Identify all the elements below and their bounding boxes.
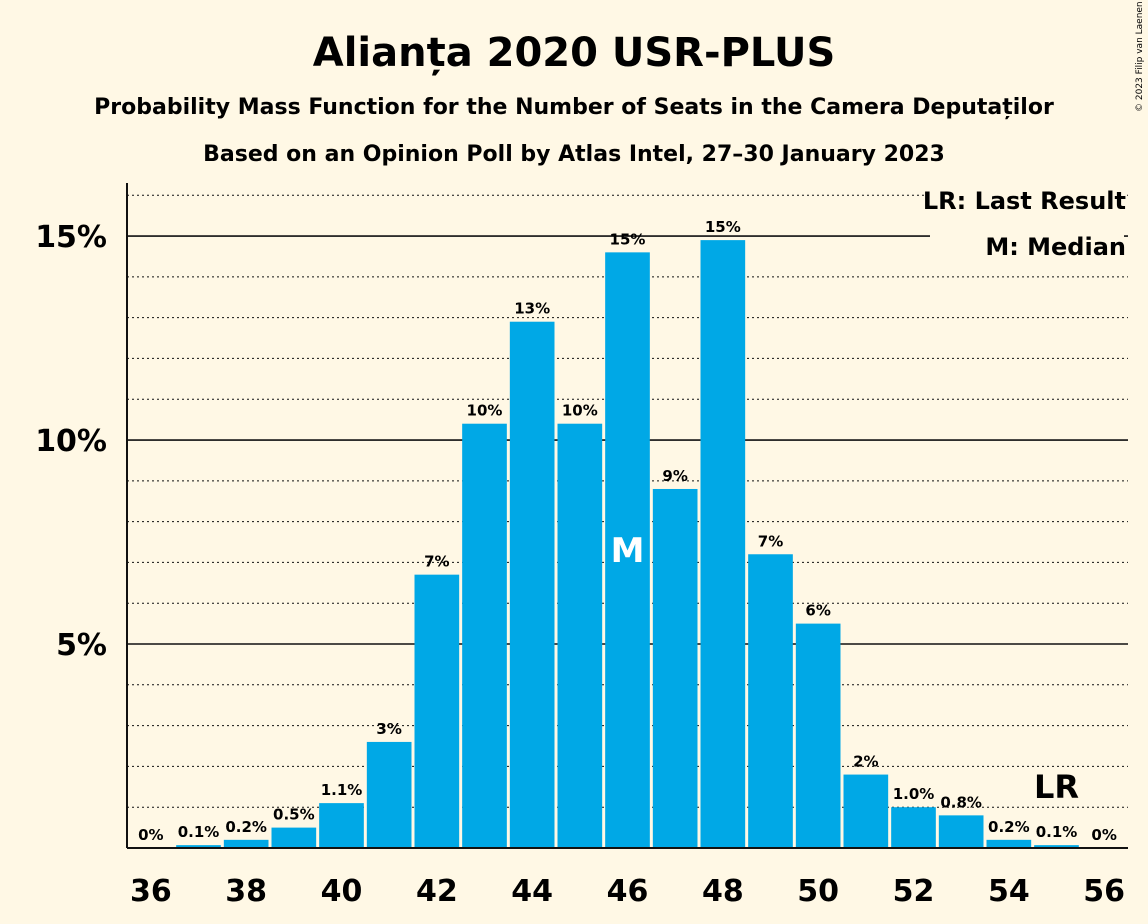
legend: LR: Last Result M: Median — [923, 183, 1126, 265]
x-tick-label: 48 — [702, 874, 744, 909]
bar-seat-47 — [652, 488, 698, 848]
data-label-seat-41: 3% — [376, 720, 401, 738]
x-tick-label: 52 — [893, 874, 935, 909]
x-tick-label: 36 — [130, 874, 172, 909]
data-label-seat-42: 7% — [424, 553, 449, 571]
data-label-seat-48: 15% — [705, 218, 741, 236]
x-tick-label: 46 — [607, 874, 649, 909]
data-label-seat-54: 0.2% — [988, 818, 1030, 836]
legend-entry: M: Median — [985, 233, 1126, 261]
data-label-seat-49: 7% — [758, 532, 783, 550]
bar-seat-41 — [366, 741, 412, 848]
markers: M LR — [611, 531, 1079, 806]
data-label-seat-50: 6% — [805, 602, 830, 620]
bar-seat-44 — [509, 321, 555, 848]
bar-seat-52 — [891, 807, 936, 848]
bar-seat-46 — [605, 252, 650, 848]
y-tick-label: 5% — [56, 628, 107, 663]
data-label-seat-46: 15% — [610, 230, 646, 248]
credit-text: © 2023 Filip van Laenen — [1135, 1, 1145, 112]
x-tick-label: 54 — [988, 874, 1030, 909]
bar-seat-48 — [700, 240, 746, 848]
bars — [176, 240, 1079, 848]
x-axis-ticks: 36 38 40 42 44 46 48 50 52 54 56 — [130, 874, 1125, 909]
bar-seat-54 — [986, 839, 1032, 848]
bar-seat-55 — [1034, 845, 1079, 848]
x-tick-label: 42 — [416, 874, 458, 909]
y-axis-ticks: 5% 10% 15% — [35, 220, 107, 663]
bar-seat-38 — [223, 839, 269, 848]
bar-seat-50 — [795, 623, 841, 848]
bar-seat-51 — [843, 774, 889, 848]
axes — [126, 183, 1128, 849]
chart-title: Alianța 2020 USR-PLUS — [313, 30, 836, 76]
bar-seat-45 — [557, 423, 603, 848]
x-tick-label: 40 — [321, 874, 363, 909]
data-label-seat-36: 0% — [138, 826, 163, 844]
data-label-seat-52: 1.0% — [893, 785, 935, 803]
y-tick-label: 10% — [35, 424, 107, 459]
x-tick-label: 44 — [511, 874, 553, 909]
data-label-seat-47: 9% — [662, 467, 687, 485]
bar-seat-42 — [414, 574, 460, 848]
bar-seat-37 — [176, 845, 221, 848]
data-label-seat-38: 0.2% — [225, 818, 267, 836]
data-label-seat-53: 0.8% — [940, 793, 982, 811]
data-labels: 0% 0.1% 0.2% 0.5% 1.1% 3% 7% 10% 13% 10% 15% 9% 15% 7… — [138, 218, 1117, 844]
chart-subtitle-2: Based on an Opinion Poll by Atlas Intel,… — [203, 142, 945, 167]
bar-seat-43 — [462, 423, 507, 848]
data-label-seat-39: 0.5% — [273, 806, 315, 824]
legend-background — [930, 183, 1124, 219]
data-label-seat-37: 0.1% — [178, 823, 220, 841]
data-label-seat-44: 13% — [514, 300, 550, 318]
data-label-seat-51: 2% — [853, 753, 878, 771]
bar-seat-40 — [319, 803, 364, 848]
x-tick-label: 56 — [1083, 874, 1125, 909]
legend-entry: LR: Last Result — [923, 187, 1126, 215]
data-label-seat-55: 0.1% — [1036, 823, 1078, 841]
chart-subtitle: Probability Mass Function for the Number… — [94, 95, 1054, 120]
bar-seat-49 — [748, 554, 793, 848]
median-marker: M — [611, 531, 645, 571]
x-tick-label: 50 — [797, 874, 839, 909]
data-label-seat-43: 10% — [467, 402, 503, 420]
y-tick-label: 15% — [35, 220, 107, 255]
last-result-marker: LR — [1034, 768, 1079, 806]
data-label-seat-40: 1.1% — [321, 781, 363, 799]
bar-seat-39 — [271, 827, 317, 848]
bar-seat-53 — [938, 815, 984, 848]
data-label-seat-45: 10% — [562, 402, 598, 420]
data-label-seat-56: 0% — [1091, 826, 1116, 844]
legend-background — [930, 229, 1124, 265]
x-tick-label: 38 — [225, 874, 267, 909]
